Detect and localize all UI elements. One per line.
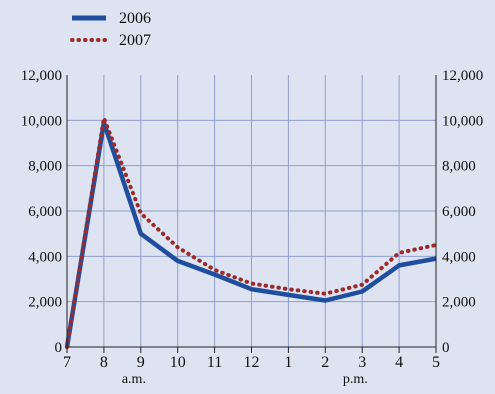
- y-tick-label-right: 10,000: [442, 113, 483, 129]
- y-tick-label-right: 0: [442, 340, 450, 356]
- x-period-label-am: a.m.: [122, 372, 146, 387]
- x-tick-label: 4: [395, 354, 403, 371]
- y-tick-label-left: 12,000: [21, 68, 62, 84]
- x-tick-label: 3: [358, 354, 366, 371]
- y-tick-label-left: 6,000: [28, 204, 62, 220]
- series-layer: [64, 116, 438, 349]
- x-tick-label: 12: [244, 354, 260, 371]
- y-tick-label-right: 8,000: [442, 159, 476, 175]
- y-tick-label-left: 2,000: [28, 295, 62, 311]
- series-line-2007: [65, 116, 438, 349]
- legend-label-2007: 2007: [119, 32, 151, 49]
- axes: 0 0 2,000 2,000 4,000 4,000 6,000 6,000 8,000 8,0…: [21, 68, 484, 387]
- series-line-2006: [64, 120, 437, 348]
- y-tick-label-right: 6,000: [442, 204, 476, 220]
- legend: 2006 2007: [70, 10, 151, 49]
- y-tick-label-left: 4,000: [28, 249, 62, 265]
- x-tick-label: 11: [207, 354, 222, 371]
- y-tick-label-right: 4,000: [442, 249, 476, 265]
- x-tick-label: 7: [63, 354, 71, 371]
- x-period-label-pm: p.m.: [343, 372, 368, 387]
- y-tick-label-left: 8,000: [28, 159, 62, 175]
- x-tick-label: 9: [137, 354, 145, 371]
- x-tick-label: 5: [432, 354, 440, 371]
- y-tick-label-right: 2,000: [442, 295, 476, 311]
- grid: [67, 75, 436, 347]
- x-tick-label: 10: [170, 354, 186, 371]
- y-tick-label-right: 12,000: [442, 68, 483, 84]
- y-tick-label-left: 10,000: [21, 113, 62, 129]
- y-tick-label-left: 0: [55, 340, 63, 356]
- legend-label-2006: 2006: [119, 10, 151, 27]
- x-tick-label: 2: [321, 354, 329, 371]
- x-tick-label: 8: [100, 354, 108, 371]
- x-tick-label: 1: [284, 354, 292, 371]
